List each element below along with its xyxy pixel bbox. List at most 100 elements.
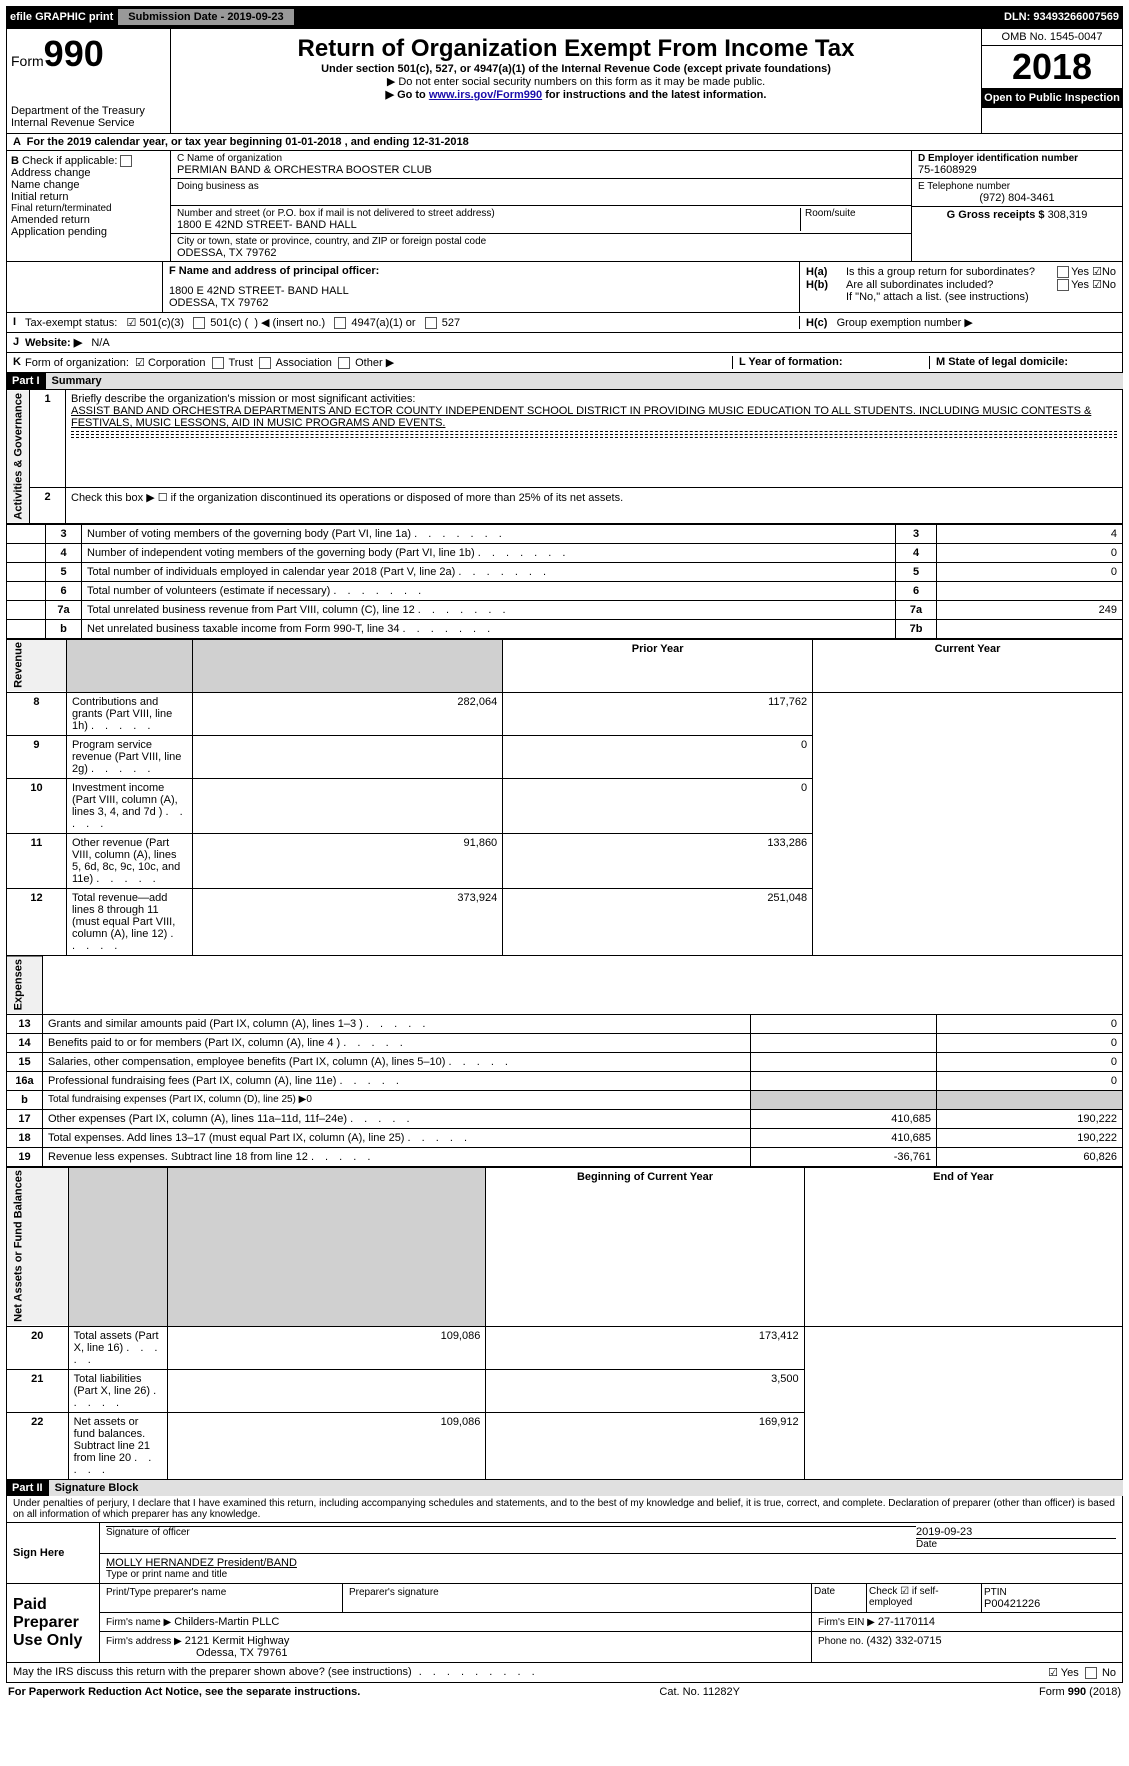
checkbox[interactable] xyxy=(1057,266,1069,278)
side-expenses: Expenses xyxy=(7,956,43,1014)
prior-value: 373,924 xyxy=(193,888,503,955)
line-num: 4 xyxy=(46,543,82,562)
line-num: 19 xyxy=(7,1147,43,1166)
column-d-e-g: D Employer identification number 75-1608… xyxy=(912,151,1122,261)
line-value: 4 xyxy=(937,524,1123,543)
discuss-no: No xyxy=(1102,1667,1116,1679)
submission-date: Submission Date - 2019-09-23 xyxy=(117,8,294,26)
irs-label: Internal Revenue Service xyxy=(11,117,166,129)
checkbox[interactable] xyxy=(1085,1667,1097,1679)
h-b: H(b) xyxy=(806,279,846,291)
current-year-header: Current Year xyxy=(813,639,1123,692)
form-of-org-label: Form of organization: xyxy=(25,357,129,369)
no-label: No xyxy=(1102,266,1116,278)
line-value: 249 xyxy=(937,600,1123,619)
officer-group-block: F Name and address of principal officer:… xyxy=(6,262,1123,313)
checkbox[interactable] xyxy=(193,317,205,329)
checkbox[interactable] xyxy=(334,317,346,329)
gross-receipts-label: G Gross receipts $ xyxy=(947,209,1048,221)
line-value: 0 xyxy=(937,543,1123,562)
officer-line1: 1800 E 42ND STREET- BAND HALL xyxy=(169,285,793,297)
prior-value: 109,086 xyxy=(168,1326,486,1369)
eoy-header: End of Year xyxy=(804,1167,1122,1326)
date-label: Date xyxy=(916,1538,1116,1550)
dba-label: Doing business as xyxy=(177,181,905,192)
line-num: 8 xyxy=(7,692,67,735)
line-text: Revenue less expenses. Subtract line 18 … xyxy=(43,1147,751,1166)
phone-label: E Telephone number xyxy=(918,181,1116,192)
prep-phone: (432) 332-0715 xyxy=(866,1635,941,1647)
line-text: Total unrelated business revenue from Pa… xyxy=(82,600,896,619)
part-1-summary-table: Activities & Governance 1 Briefly descri… xyxy=(6,389,1123,524)
line-text: Other revenue (Part VIII, column (A), li… xyxy=(66,833,192,888)
current-value: 251,048 xyxy=(503,888,813,955)
subtitle-3: ▶ Go to www.irs.gov/Form990 for instruct… xyxy=(177,88,975,101)
line-text: Total assets (Part X, line 16) . . . . . xyxy=(68,1326,167,1369)
line-text: Total revenue—add lines 8 through 11 (mu… xyxy=(66,888,192,955)
column-c: C Name of organization PERMIAN BAND & OR… xyxy=(171,151,912,261)
line-num: b xyxy=(46,619,82,638)
dln: DLN: 93493266007569 xyxy=(1004,11,1119,23)
phone-value: (972) 804-3461 xyxy=(918,192,1116,204)
subtitle-2: ▶ Do not enter social security numbers o… xyxy=(177,75,975,88)
street-address: 1800 E 42ND STREET- BAND HALL xyxy=(177,219,800,231)
opt-527: 527 xyxy=(442,317,460,329)
m-state-domicile: M State of legal domicile: xyxy=(929,356,1116,369)
prior-value: 410,685 xyxy=(751,1128,937,1147)
irs-link[interactable]: www.irs.gov/Form990 xyxy=(429,89,542,101)
line-text: Contributions and grants (Part VIII, lin… xyxy=(66,692,192,735)
website-value: N/A xyxy=(91,337,109,349)
checkbox[interactable] xyxy=(1057,279,1069,291)
org-name: PERMIAN BAND & ORCHESTRA BOOSTER CLUB xyxy=(177,164,905,176)
street-label: Number and street (or P.O. box if mail i… xyxy=(177,208,800,219)
h-c-label: Group exemption number ▶ xyxy=(837,317,973,329)
firm-addr-2: Odessa, TX 79761 xyxy=(106,1647,288,1659)
line-text: Net assets or fund balances. Subtract li… xyxy=(68,1412,167,1479)
tax-exempt-label: Tax-exempt status: xyxy=(25,317,117,329)
checkbox[interactable] xyxy=(259,357,271,369)
row-i: I Tax-exempt status: ☑ 501(c)(3) 501(c) … xyxy=(6,313,1123,333)
line-16b-num: b xyxy=(7,1090,43,1109)
line-2: Check this box ▶ ☐ if the organization d… xyxy=(66,487,1123,523)
discuss-yes: Yes xyxy=(1061,1667,1079,1679)
ptin-value: P00421226 xyxy=(984,1598,1040,1610)
line-value xyxy=(937,619,1123,638)
prior-value xyxy=(168,1369,486,1412)
line-text: Total number of volunteers (estimate if … xyxy=(82,581,896,600)
city-label: City or town, state or province, country… xyxy=(177,236,905,247)
line-text: Other expenses (Part IX, column (A), lin… xyxy=(43,1109,751,1128)
yes-label: Yes xyxy=(1071,279,1089,291)
line-ref: 3 xyxy=(896,524,937,543)
ag-lines-table: 3 Number of voting members of the govern… xyxy=(6,524,1123,639)
checkbox[interactable] xyxy=(425,317,437,329)
form-title: Return of Organization Exempt From Incom… xyxy=(177,35,975,63)
line-text: Grants and similar amounts paid (Part IX… xyxy=(43,1014,751,1033)
l-year-formation: L Year of formation: xyxy=(732,356,929,369)
checkbox[interactable] xyxy=(120,155,132,167)
line-num: 21 xyxy=(7,1369,69,1412)
cb-application-pending: Application pending xyxy=(11,226,166,238)
line-num: 13 xyxy=(7,1014,43,1033)
sig-date: 2019-09-23 xyxy=(916,1526,1116,1538)
prep-name-label: Print/Type preparer's name xyxy=(100,1583,343,1612)
no-label: No xyxy=(1102,279,1116,291)
opt-association: Association xyxy=(276,357,332,369)
line-text: Salaries, other compensation, employee b… xyxy=(43,1052,751,1071)
line-text: Professional fundraising fees (Part IX, … xyxy=(43,1071,751,1090)
opt-corporation: Corporation xyxy=(148,357,205,369)
opt-other: Other ▶ xyxy=(355,357,394,369)
line-ref: 7a xyxy=(896,600,937,619)
paid-preparer-label: Paid Preparer Use Only xyxy=(7,1583,100,1662)
prior-value xyxy=(751,1014,937,1033)
line-num: 20 xyxy=(7,1326,69,1369)
revenue-table: Revenue Prior Year Current Year 8 Contri… xyxy=(6,639,1123,956)
row-a-end: 12-31-2018 xyxy=(412,136,468,148)
line-text: Program service revenue (Part VIII, line… xyxy=(66,735,192,778)
current-value: 190,222 xyxy=(937,1109,1123,1128)
boc-header: Beginning of Current Year xyxy=(486,1167,804,1326)
cb-name-change: Name change xyxy=(11,179,166,191)
ein-label: D Employer identification number xyxy=(918,153,1116,164)
opt-4947: 4947(a)(1) or xyxy=(351,317,415,329)
checkbox[interactable] xyxy=(212,357,224,369)
checkbox[interactable] xyxy=(338,357,350,369)
